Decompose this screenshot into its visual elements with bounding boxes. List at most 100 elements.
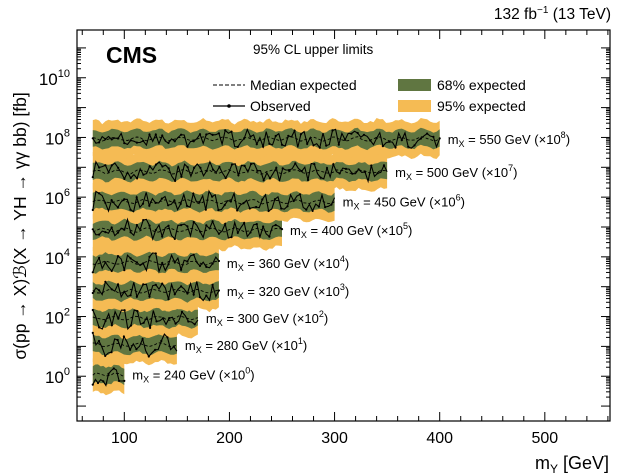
y-axis-label: σ(pp → X)ℬ(X → YH → γγ bb) [fb] [10, 92, 30, 359]
observed-point-mx550 [211, 133, 214, 136]
observed-point-mx450 [167, 204, 170, 207]
y-tick-label: 104 [45, 247, 70, 268]
observed-point-mx400 [262, 225, 265, 228]
x-tick-label: 100 [111, 430, 138, 447]
series-label-mx280: mX = 280 GeV (×101) [185, 336, 307, 355]
observed-point-mx550 [280, 143, 284, 146]
observed-point-mx500 [174, 179, 177, 182]
observed-point-mx400 [211, 220, 214, 223]
observed-point-mx320 [205, 294, 208, 297]
observed-point-mx550 [154, 133, 157, 136]
observed-point-mx500 [205, 169, 208, 172]
x-tick-label: 500 [531, 430, 558, 447]
observed-point-mx360 [154, 252, 157, 255]
observed-mx300 [92, 309, 199, 331]
observed-point-mx450 [185, 204, 189, 207]
observed-point-mx360 [167, 263, 170, 266]
observed-point-mx550 [432, 135, 435, 138]
observed-point-mx450 [129, 208, 132, 211]
observed-point-mx550 [186, 145, 189, 148]
observed-point-mx400 [180, 224, 183, 227]
observed-point-mx450 [104, 201, 107, 204]
observed-point-mx450 [248, 207, 251, 210]
observed-point-mx500 [376, 172, 379, 175]
observed-point-mx550 [262, 145, 265, 148]
observed-point-mx240 [112, 367, 115, 370]
observed-point-mx500 [256, 169, 259, 172]
observed-point-mx500 [117, 166, 120, 169]
observed-point-mx400 [173, 237, 176, 240]
observed-point-mx500 [123, 177, 126, 180]
observed-point-mx400 [255, 223, 258, 226]
observed-point-mx320 [123, 290, 126, 293]
observed-point-mx320 [98, 289, 101, 292]
observed-point-mx280 [122, 335, 125, 338]
observed-point-mx550 [375, 137, 378, 140]
observed-point-mx500 [148, 165, 151, 168]
observed-point-mx550 [369, 139, 372, 142]
observed-point-mx500 [224, 176, 227, 180]
observed-point-mx450 [330, 203, 333, 206]
observed-point-mx300 [117, 317, 120, 320]
observed-point-mx360 [135, 261, 138, 264]
observed-point-mx280 [141, 337, 144, 341]
observed-point-mx240 [96, 381, 100, 385]
series-label-mx320: mX = 320 GeV (×103) [227, 282, 349, 301]
observed-point-mx500 [110, 164, 113, 167]
observed-point-mx550 [419, 137, 422, 140]
series-label-mx550: mX = 550 GeV (×108) [448, 130, 570, 149]
observed-point-mx500 [294, 162, 297, 165]
observed-point-mx500 [104, 164, 107, 167]
observed-mx280 [92, 332, 178, 358]
observed-point-mx300 [142, 321, 145, 324]
observed-point-mx550 [123, 142, 126, 145]
observed-point-mx550 [381, 145, 384, 148]
observed-point-mx400 [91, 228, 94, 231]
observed-point-mx240 [107, 372, 110, 375]
observed-point-mx300 [136, 310, 139, 313]
observed-point-mx550 [299, 133, 302, 136]
observed-point-mx450 [229, 200, 232, 203]
observed-point-mx300 [193, 323, 196, 326]
observed-point-mx500 [275, 166, 278, 169]
observed-point-mx450 [255, 205, 258, 209]
observed-point-mx550 [293, 129, 296, 132]
legend-68-swatch [398, 79, 431, 91]
observed-point-mx280 [154, 348, 157, 351]
legend-68-label: 68% expected [437, 77, 526, 93]
observed-point-mx360 [98, 256, 101, 259]
y-tick-label: 108 [45, 127, 70, 148]
observed-point-mx500 [193, 166, 196, 169]
observed-mx550 [92, 128, 441, 150]
observed-point-mx280 [172, 345, 175, 348]
legend-median-label: Median expected [250, 77, 357, 93]
observed-point-mx400 [98, 233, 101, 236]
x-tick-label: 300 [321, 430, 348, 447]
observed-point-mx360 [123, 269, 126, 272]
observed-point-mx300 [161, 317, 164, 320]
observed-point-mx500 [136, 177, 139, 180]
observed-point-mx360 [142, 262, 145, 265]
observed-point-mx550 [243, 137, 246, 140]
observed-point-mx450 [204, 208, 207, 211]
observed-point-mx320 [91, 291, 94, 295]
observed-point-mx240 [118, 379, 121, 382]
observed-point-mx360 [161, 261, 164, 265]
observed-point-mx550 [135, 141, 138, 144]
observed-point-mx450 [217, 209, 220, 212]
observed-point-mx500 [91, 176, 94, 179]
band68-mx450 [92, 190, 335, 213]
observed-point-mx500 [313, 163, 316, 166]
x-axis-label: mY [GeV] [535, 453, 609, 476]
y-tick-label: 106 [45, 187, 70, 208]
observed-point-mx320 [192, 293, 195, 296]
observed-point-mx400 [217, 232, 220, 235]
median-mx550 [92, 136, 440, 142]
observed-point-mx300 [174, 322, 177, 325]
observed-point-mx500 [129, 176, 132, 179]
observed-point-mx450 [211, 195, 214, 198]
observed-point-mx400 [135, 223, 138, 227]
observed-point-mx550 [255, 143, 258, 146]
observed-point-mx500 [180, 175, 183, 178]
observed-point-mx400 [129, 231, 132, 234]
